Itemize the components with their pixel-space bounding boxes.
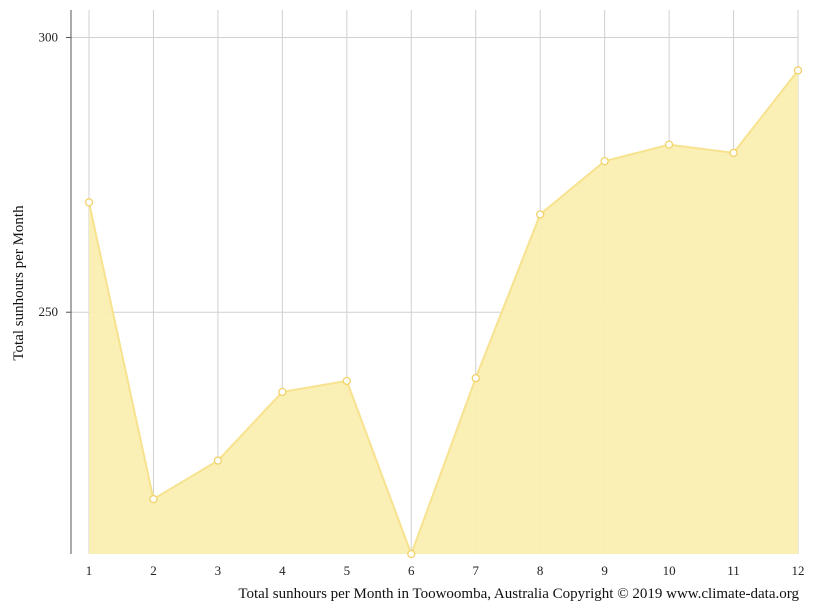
data-point-2 [149, 494, 158, 504]
data-point-6 [407, 549, 416, 559]
x-tick-label-2: 2 [150, 563, 157, 578]
data-point-1 [84, 198, 94, 207]
x-tick-label-3: 3 [215, 563, 222, 578]
data-point-5 [342, 376, 351, 386]
data-point-7 [471, 374, 480, 383]
area-fill [89, 70, 798, 554]
x-tick-label-9: 9 [601, 563, 608, 578]
x-tick-label-6: 6 [408, 563, 415, 578]
data-point-10 [664, 140, 674, 149]
y-axis-title: Total sunhours per Month [11, 205, 27, 361]
y-tick-label-250: 250 [39, 304, 59, 319]
x-tick-label-11: 11 [727, 563, 740, 578]
data-point-8 [536, 210, 545, 219]
x-tick-label-1: 1 [86, 563, 93, 578]
x-tick-label-8: 8 [537, 563, 544, 578]
y-axis-ticks: 250 300 [39, 29, 71, 319]
series-line [88, 69, 799, 557]
x-tick-label-12: 12 [792, 563, 805, 578]
y-tick-label-300: 300 [39, 29, 59, 44]
data-points [84, 66, 803, 559]
chart-caption: Total sunhours per Month in Toowoomba, A… [238, 586, 799, 602]
x-axis-ticks: 1 2 3 4 5 6 7 8 9 10 11 12 [86, 563, 805, 578]
data-point-11 [729, 148, 738, 158]
data-point-4 [278, 387, 287, 397]
x-tick-label-10: 10 [663, 563, 676, 578]
x-tick-label-5: 5 [344, 563, 351, 578]
x-tick-label-4: 4 [279, 563, 286, 578]
x-tick-label-7: 7 [472, 563, 479, 578]
data-point-9 [600, 156, 609, 166]
data-point-3 [213, 456, 223, 465]
data-point-12 [793, 66, 803, 75]
